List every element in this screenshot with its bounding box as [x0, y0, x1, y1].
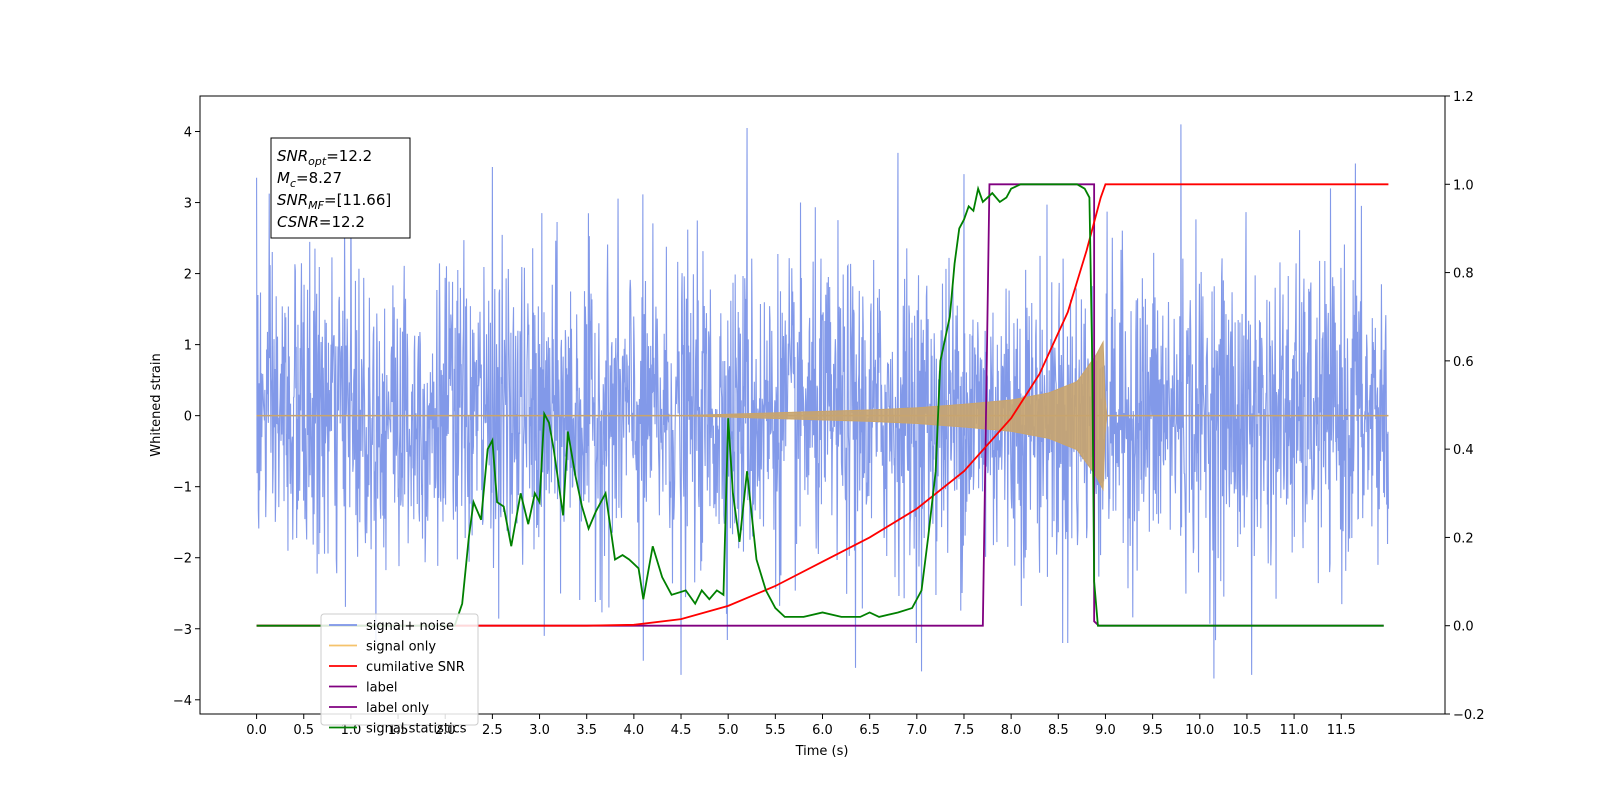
- x-tick-label: 4.0: [624, 723, 645, 738]
- legend-frame: [320, 613, 479, 726]
- annotation-subscript: opt: [308, 155, 327, 168]
- annotation-subscript: MF: [308, 199, 324, 212]
- cumilative-snr-line: [256, 183, 1389, 627]
- annotation-line: SNRMF=[11.66]: [277, 191, 391, 212]
- x-tick-label: 3.5: [576, 723, 597, 738]
- x-tick-label: 9.5: [1142, 723, 1163, 738]
- y-axis-left: −4 −3 −2 −1 0 1 2 3 4: [173, 126, 200, 709]
- x-tick-label: 11.5: [1327, 723, 1356, 738]
- x-tick-label: 4.5: [671, 723, 692, 738]
- annotation-value: =12.2: [319, 213, 365, 231]
- y-right-tick-label: 0.6: [1453, 355, 1474, 370]
- x-tick-label: 8.5: [1048, 723, 1069, 738]
- y-left-tick-label: −3: [173, 623, 192, 638]
- annotation-symbol: M: [277, 169, 290, 187]
- y-left-tick-label: 2: [184, 268, 192, 283]
- annotation-symbol: CSNR: [277, 213, 319, 231]
- y-left-tick-label: −2: [173, 552, 192, 567]
- x-tick-label: 1.5: [388, 723, 409, 738]
- x-tick-label: 0.0: [246, 723, 267, 738]
- annotation-value: =[11.66]: [324, 191, 391, 209]
- x-tick-label: 9.0: [1095, 723, 1116, 738]
- signal-noise-series: [256, 124, 1389, 679]
- signal-only-series: [256, 340, 1389, 492]
- signal-statistics-line: [256, 183, 1384, 627]
- right-axis-series: [256, 183, 1389, 627]
- x-tick-label: 7.5: [954, 723, 975, 738]
- x-tick-label: 8.0: [1001, 723, 1022, 738]
- x-tick-label: 5.0: [718, 723, 739, 738]
- x-tick-label: 11.0: [1280, 723, 1309, 738]
- annotation-value: =12.2: [326, 147, 372, 165]
- annotation-symbol: SNR: [277, 191, 308, 209]
- legend-label: signal only: [366, 640, 436, 655]
- x-tick-label: 2.0: [435, 723, 456, 738]
- y-right-tick-label: 0.8: [1453, 267, 1474, 282]
- y-right-tick-label: 0.2: [1453, 531, 1474, 546]
- y-right-tick-label: −0.2: [1453, 708, 1485, 723]
- annotation-line: CSNR=12.2: [277, 213, 365, 231]
- legend: signal+ noise signal only cumilative SNR la…: [320, 613, 479, 737]
- y-axis-label: Whitened strain: [149, 353, 164, 456]
- y-right-tick-label: 0.4: [1453, 443, 1474, 458]
- x-tick-label: 0.5: [293, 723, 314, 738]
- y-right-tick-label: 0.0: [1453, 620, 1474, 635]
- legend-label: cumilative SNR: [366, 660, 465, 675]
- legend-label: signal+ noise: [366, 619, 454, 634]
- plot-area: [256, 124, 1389, 679]
- y-left-tick-label: −1: [173, 481, 192, 496]
- x-tick-label: 3.0: [529, 723, 550, 738]
- y-right-tick-label: 1.0: [1453, 178, 1474, 193]
- x-tick-label: 5.5: [765, 723, 786, 738]
- annotation-line: SNRopt=12.2: [277, 147, 372, 168]
- legend-label: label: [366, 681, 397, 696]
- x-axis-label: Time (s): [795, 744, 849, 759]
- annotation-line: Mc=8.27: [277, 169, 342, 190]
- x-tick-label: 10.0: [1185, 723, 1214, 738]
- x-tick-label: 7.0: [906, 723, 927, 738]
- annotation-symbol: SNR: [277, 147, 308, 165]
- y-left-tick-label: 1: [184, 339, 192, 354]
- y-right-tick-label: 1.2: [1453, 90, 1474, 105]
- annotation-frame: [270, 137, 411, 239]
- annotation-subscript: c: [290, 177, 296, 190]
- y-left-tick-label: 4: [184, 126, 192, 141]
- y-left-tick-label: 3: [184, 197, 192, 212]
- x-tick-label: 10.5: [1232, 723, 1261, 738]
- x-tick-label: 2.5: [482, 723, 503, 738]
- y-axis-right: −0.2 0.0 0.2 0.4 0.6 0.8 1.0 1.2: [1445, 90, 1485, 723]
- signal-noise-line: [256, 124, 1389, 679]
- y-left-tick-label: −4: [173, 694, 192, 709]
- legend-label: signal statistics: [366, 722, 467, 737]
- x-tick-label: 6.5: [859, 723, 880, 738]
- annotation-value: =8.27: [296, 169, 342, 187]
- legend-label: label only: [366, 701, 429, 716]
- x-tick-label: 6.0: [812, 723, 833, 738]
- y-left-tick-label: 0: [184, 410, 192, 425]
